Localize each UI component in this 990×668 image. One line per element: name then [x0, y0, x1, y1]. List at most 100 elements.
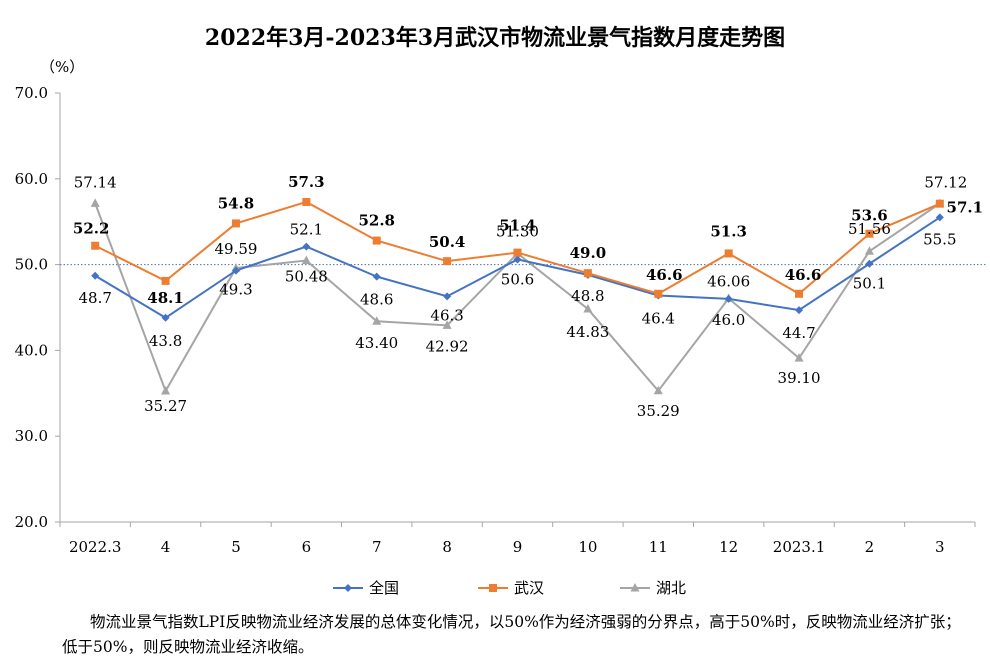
data-label-series-2: 35.29 [637, 402, 680, 420]
series-2-point [794, 353, 804, 362]
data-label-series-1: 57.3 [288, 173, 325, 191]
chart-title: 2022年3月-2023年3月武汉市物流业景气指数月度走势图 [204, 25, 786, 51]
data-label-series-2: 44.83 [566, 323, 609, 341]
y-tick-label: 30.0 [15, 427, 48, 445]
x-tick-label: 2023.1 [773, 538, 826, 556]
series-0-point [302, 242, 311, 251]
legend-label: 湖北 [656, 579, 686, 597]
series-1-point [372, 236, 381, 245]
data-label-series-2: 46.06 [707, 272, 750, 290]
x-tick-label: 9 [513, 538, 523, 556]
series-1-point [91, 241, 100, 250]
y-tick-label: 20.0 [15, 513, 48, 531]
data-label-series-1: 46.6 [785, 266, 822, 284]
series-1-point [231, 219, 240, 228]
series-0-point [724, 294, 733, 303]
data-label-series-1: 50.4 [429, 233, 466, 251]
x-tick-label: 12 [719, 538, 738, 556]
legend-swatch-marker [489, 584, 497, 592]
data-label-series-1: 51.3 [710, 222, 747, 240]
series-1-point [865, 229, 874, 238]
data-label-series-0: 44.7 [782, 324, 815, 342]
data-label-series-2: 57.12 [924, 174, 967, 192]
y-tick-label: 50.0 [15, 256, 48, 274]
data-label-series-1: 52.2 [73, 220, 110, 238]
data-label-series-0: 48.7 [78, 289, 111, 307]
series-0-point [865, 259, 874, 268]
data-label-series-2: 49.59 [214, 240, 257, 258]
data-label-series-2: 43.40 [355, 334, 398, 352]
series-0-point [795, 306, 804, 315]
series-2-point [583, 303, 593, 313]
data-label-series-2: 51.30 [496, 222, 539, 240]
series-2-point [864, 246, 874, 255]
series-1-point [935, 199, 944, 208]
x-tick-label: 6 [302, 538, 312, 556]
x-tick-label: 7 [372, 538, 382, 556]
x-tick-label: 5 [231, 538, 241, 556]
series-1-point [161, 276, 170, 285]
series-0-point [513, 255, 522, 264]
data-label-series-0: 49.3 [219, 281, 252, 299]
x-tick-label: 10 [578, 538, 597, 556]
series-1-point [513, 248, 522, 257]
legend-label: 全国 [369, 579, 399, 597]
series-2-point [653, 385, 663, 395]
y-tick-label: 70.0 [15, 84, 48, 102]
data-label-series-2: 50.48 [285, 267, 328, 285]
series-0-point [443, 292, 452, 301]
legend-swatch-marker [630, 583, 640, 592]
data-label-series-2: 57.14 [74, 173, 117, 191]
series-2-point [161, 385, 171, 395]
data-label-series-1: 57.1 [947, 199, 984, 217]
data-label-series-2: 51.56 [848, 220, 891, 238]
series-0-point [372, 272, 381, 281]
data-label-series-0: 50.6 [501, 270, 534, 288]
data-label-series-1: 51.4 [499, 217, 536, 235]
series-2-point [90, 198, 100, 207]
x-tick-label: 11 [649, 538, 668, 556]
y-tick-label: 60.0 [15, 170, 48, 188]
x-tick-label: 3 [935, 538, 945, 556]
series-1-point [583, 269, 592, 278]
data-label-series-1: 48.1 [147, 289, 184, 307]
series-0-point [161, 313, 170, 322]
data-label-series-0: 43.8 [149, 332, 182, 350]
data-label-series-2: 39.10 [778, 369, 821, 387]
series-2-point [442, 320, 452, 329]
series-2-point [372, 316, 382, 325]
data-label-series-1: 46.6 [646, 266, 683, 284]
series-2-point [301, 255, 311, 264]
series-1-point [795, 289, 804, 298]
y-tick-label: 40.0 [15, 341, 48, 359]
x-tick-label: 2022.3 [69, 538, 122, 556]
series-1-point [443, 257, 452, 266]
data-label-series-0: 46.0 [712, 311, 745, 329]
series-1-point [654, 289, 663, 298]
y-axis-unit: （%） [40, 58, 85, 76]
data-label-series-0: 50.1 [853, 275, 886, 293]
data-label-series-0: 48.6 [360, 291, 393, 309]
data-label-series-1: 54.8 [218, 194, 255, 212]
data-label-series-0: 52.1 [290, 221, 323, 239]
legend-label: 武汉 [514, 579, 544, 597]
series-0-point [935, 213, 944, 222]
series-0-point [231, 266, 240, 275]
legend-swatch-marker [344, 584, 352, 592]
data-label-series-1: 53.6 [851, 207, 888, 225]
series-1-point [724, 249, 733, 258]
series-1-point [302, 197, 311, 206]
data-label-series-2: 42.92 [426, 337, 469, 355]
data-label-series-0: 46.3 [430, 306, 463, 324]
data-label-series-1: 49.0 [570, 244, 607, 262]
x-tick-label: 8 [442, 538, 452, 556]
footnote: 物流业景气指数LPI反映物流业经济发展的总体变化情况，以50%作为经济强弱的分界… [62, 613, 961, 656]
series-0-point [91, 271, 100, 280]
data-label-series-0: 46.4 [642, 309, 675, 327]
x-tick-label: 4 [161, 538, 171, 556]
data-label-series-0: 55.5 [923, 230, 956, 248]
x-tick-label: 2 [865, 538, 875, 556]
data-label-series-2: 35.27 [144, 397, 187, 415]
data-label-series-0: 48.8 [571, 287, 604, 305]
